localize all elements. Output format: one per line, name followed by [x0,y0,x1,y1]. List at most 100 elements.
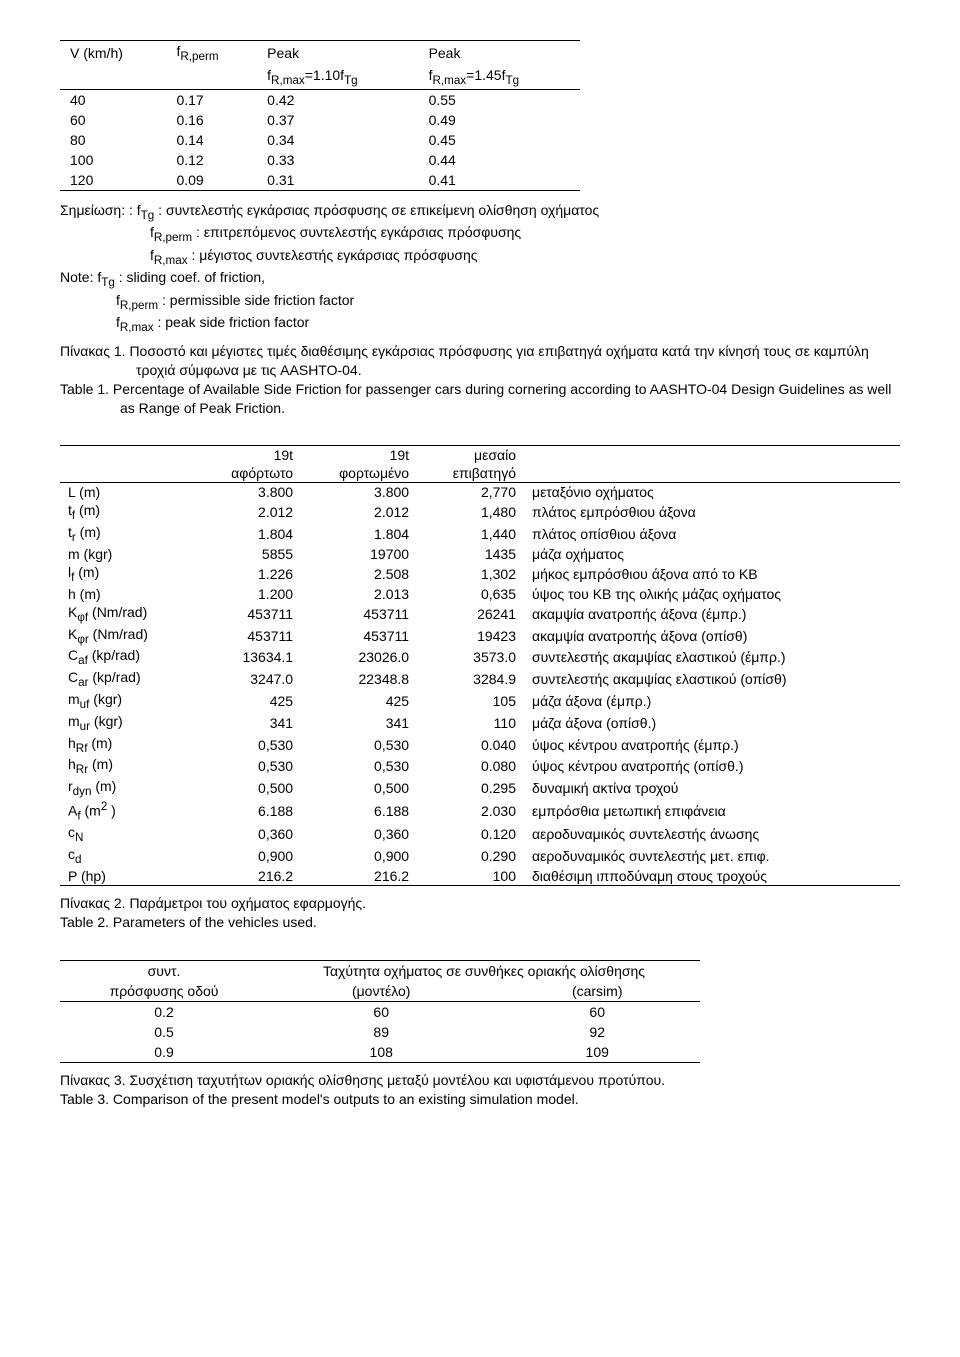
table-row: m (kgr)5855197001435μάζα οχήματος [60,545,900,563]
cell: 0.16 [166,110,257,130]
cell: 2.013 [301,585,417,603]
table-row: rdyn (m)0,5000,5000.295δυναμική ακτίνα τ… [60,777,900,799]
param-desc: ακαμψία ανατροπής άξονα (οπίσθ) [524,625,900,647]
param-desc: ύψος κέντρου ανατροπής (έμπρ.) [524,734,900,756]
cell: 0.41 [419,170,580,191]
cell: 100 [417,867,524,886]
table-row: Kφr (Nm/rad)45371145371119423ακαμψία ανα… [60,625,900,647]
caption-1-gr: Πίνακας 1. Ποσοστό και μέγιστες τιμές δι… [60,342,900,380]
t3-h1a: συντ. [60,960,268,981]
table-row: 0.26060 [60,1001,700,1022]
table-row: Caf (kp/rad)13634.123026.03573.0συντελεσ… [60,646,900,668]
cell: 1.804 [301,523,417,545]
table-row: cN0,3600,3600.120αεροδυναμικός συντελεστ… [60,823,900,845]
param-desc: συντελεστής ακαμψίας ελαστικού (έμπρ.) [524,646,900,668]
cell: 0,635 [417,585,524,603]
table-row: cd0,9000,9000.290αεροδυναμικός συντελεστ… [60,845,900,867]
cell: 0,360 [301,823,417,845]
cell: 0.120 [417,823,524,845]
cell: 3247.0 [196,668,301,690]
cell: 105 [417,690,524,712]
cell: 0.34 [257,130,418,150]
cell: 13634.1 [196,646,301,668]
t1-h-peak1: Peak [257,41,418,65]
caption-2-en: Table 2. Parameters of the vehicles used… [60,913,900,932]
param-label: m (kgr) [60,545,196,563]
cell: 1,440 [417,523,524,545]
cell: 26241 [417,603,524,625]
cell: 0.290 [417,845,524,867]
cell: 0.295 [417,777,524,799]
param-desc: δυναμική ακτίνα τροχού [524,777,900,799]
param-desc: συντελεστής ακαμψίας ελαστικού (οπίσθ) [524,668,900,690]
cell: 109 [494,1042,700,1063]
t2-h2a: 19t [301,446,417,465]
param-desc: μεταξόνιο οχήματος [524,483,900,502]
param-desc: αεροδυναμικός συντελεστής μετ. επιφ. [524,845,900,867]
caption-3-gr: Πίνακας 3. Συσχέτιση ταχυτήτων οριακής ο… [60,1071,900,1090]
table-row: 0.58992 [60,1022,700,1042]
cell: 80 [60,130,166,150]
param-label: Kφr (Nm/rad) [60,625,196,647]
param-desc: ύψος κέντρου ανατροπής (οπίσθ.) [524,755,900,777]
param-label: mur (kgr) [60,712,196,734]
cell: 216.2 [301,867,417,886]
cell: 453711 [301,603,417,625]
param-label: Kφf (Nm/rad) [60,603,196,625]
t2-body: L (m)3.8003.8002,770μεταξόνιο οχήματοςtf… [60,483,900,886]
caption-3: Πίνακας 3. Συσχέτιση ταχυτήτων οριακής ο… [60,1071,900,1109]
cell: 3.800 [301,483,417,502]
param-label: Car (kp/rad) [60,668,196,690]
cell: 0,900 [301,845,417,867]
caption-1-en: Table 1. Percentage of Available Side Fr… [60,380,900,418]
cell: 0,530 [196,734,301,756]
t3-h2b: (carsim) [494,981,700,1002]
cell: 110 [417,712,524,734]
t2-h1b: αφόρτωτο [196,464,301,483]
cell: 0.14 [166,130,257,150]
param-desc: ύψος του ΚΒ της ολικής μάζας οχήματος [524,585,900,603]
cell: 19700 [301,545,417,563]
param-desc: πλάτος οπίσθιου άξονα [524,523,900,545]
note-en-2: fR,perm : permissible side friction fact… [60,291,900,314]
caption-2: Πίνακας 2. Παράμετροι του οχήματος εφαρμ… [60,894,900,932]
cell: 0.080 [417,755,524,777]
table-row: tf (m)2.0122.0121,480πλάτος εμπρόσθιου ά… [60,501,900,523]
cell: 453711 [301,625,417,647]
note-gr-3: fR,max : μέγιστος συντελεστής εγκάρσιας … [60,246,900,269]
table-row: 1200.090.310.41 [60,170,580,191]
t2-h3a: μεσαίο [417,446,524,465]
param-label: h (m) [60,585,196,603]
cell: 453711 [196,625,301,647]
note-gr-2: fR,perm : επιτρεπόμενος συντελεστής εγκά… [60,223,900,246]
cell: 120 [60,170,166,191]
param-label: muf (kgr) [60,690,196,712]
param-label: Caf (kp/rad) [60,646,196,668]
table-row: hRf (m)0,5300,5300.040ύψος κέντρου ανατρ… [60,734,900,756]
cell: 0.45 [419,130,580,150]
cell: 425 [301,690,417,712]
t1-h-peak2b: fR,max=1.45fTg [419,65,580,89]
t3-h2a: (μοντέλο) [268,981,494,1002]
t3-h1b: πρόσφυσης οδού [60,981,268,1002]
t3-body: 0.260600.589920.9108109 [60,1001,700,1062]
cell: 60 [60,110,166,130]
cell: 2.030 [417,799,524,823]
table-row: Car (kp/rad)3247.022348.83284.9συντελεστ… [60,668,900,690]
table-row: Af (m2 )6.1886.1882.030εμπρόσθια μετωπικ… [60,799,900,823]
table-row: 800.140.340.45 [60,130,580,150]
param-label: L (m) [60,483,196,502]
cell: 0,360 [196,823,301,845]
cell: 453711 [196,603,301,625]
cell: 100 [60,150,166,170]
param-desc: ακαμψία ανατροπής άξονα (έμπρ.) [524,603,900,625]
param-label: tf (m) [60,501,196,523]
table-row: Kφf (Nm/rad)45371145371126241ακαμψία ανα… [60,603,900,625]
param-desc: μάζα οχήματος [524,545,900,563]
param-desc: διαθέσιμη ιπποδύναμη στους τροχούς [524,867,900,886]
param-label: P (hp) [60,867,196,886]
cell: 1,302 [417,563,524,585]
cell: 3573.0 [417,646,524,668]
cell: 2,770 [417,483,524,502]
cell: 1,480 [417,501,524,523]
